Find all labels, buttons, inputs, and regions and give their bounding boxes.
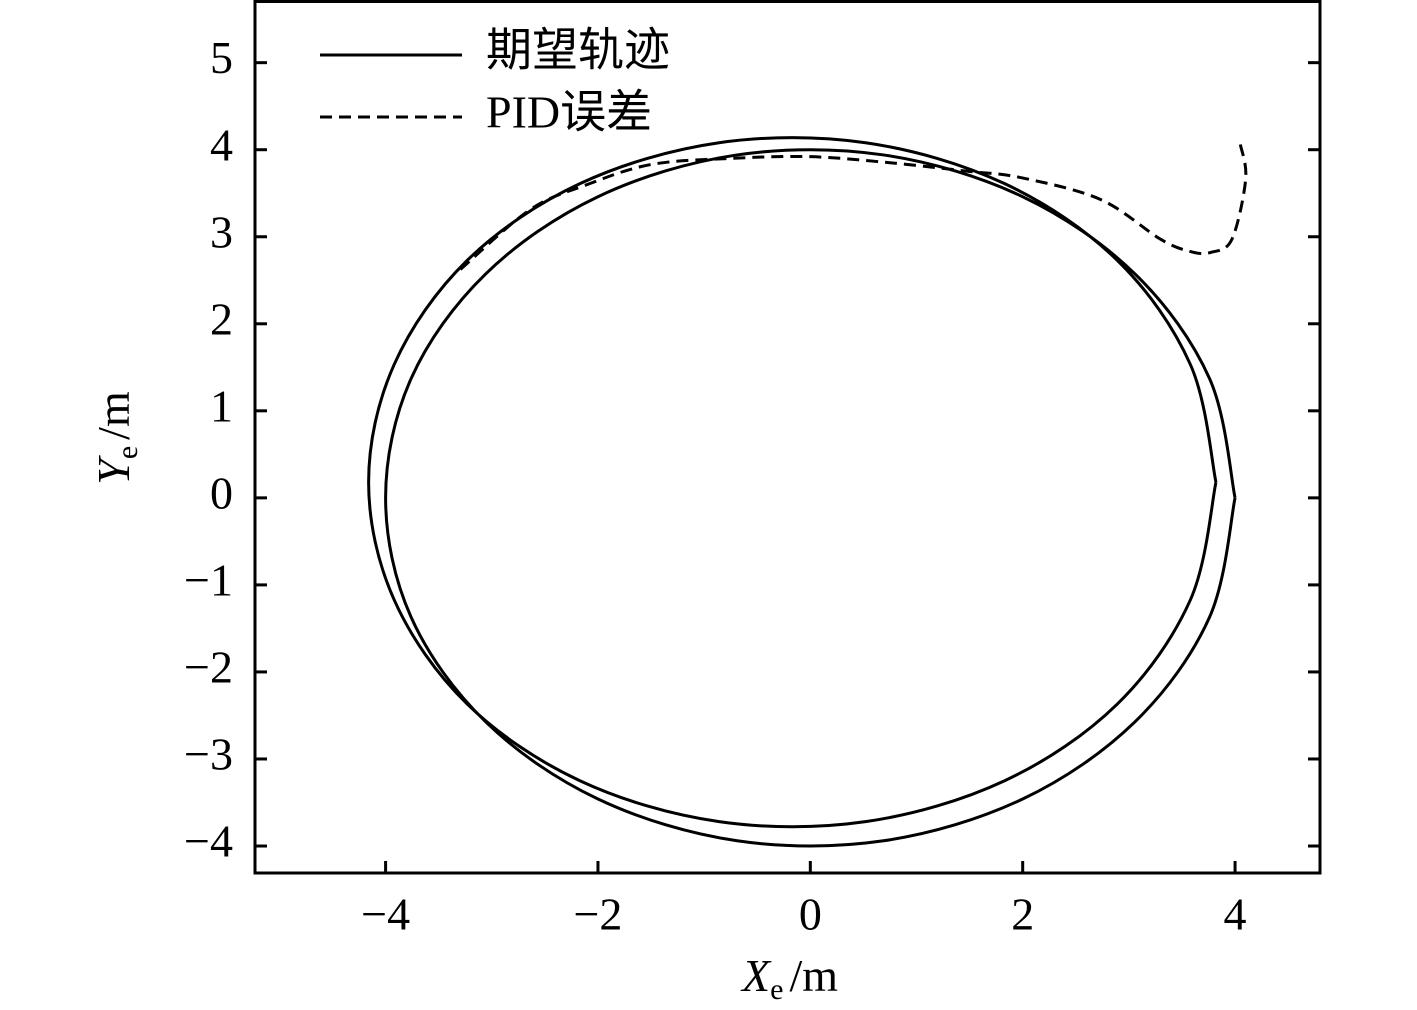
series-line: [367, 136, 1237, 848]
plot-frame: [253, 0, 1322, 875]
x-label-unit: /m: [789, 950, 838, 1001]
x-tick-label: 2: [1011, 889, 1034, 940]
y-tick-label: 1: [210, 380, 233, 431]
x-tick-label: −4: [361, 889, 410, 940]
y-tick-label: 5: [210, 32, 233, 83]
legend-label: PID误差: [486, 87, 652, 138]
x-tick-label: 4: [1224, 889, 1247, 940]
x-axis-label: Xe/m: [740, 950, 838, 1006]
x-label-subscript: e: [770, 973, 783, 1006]
y-tick-label: 0: [210, 467, 233, 518]
y-tick-label: −4: [184, 816, 233, 867]
y-tick-label: −3: [184, 729, 233, 780]
x-tick-label: 0: [799, 889, 822, 940]
y-tick-label: 2: [210, 293, 233, 344]
y-tick-label: 3: [210, 206, 233, 257]
y-label-symbol: Y: [88, 455, 139, 485]
y-axis-label: Ye/m: [88, 391, 144, 485]
y-label-unit: /m: [88, 391, 139, 440]
y-tick-label: −1: [184, 554, 233, 605]
legend-label: 期望轨迹: [486, 25, 670, 76]
y-tick-label: −2: [184, 642, 233, 693]
y-tick-label: 4: [210, 119, 233, 170]
y-label-subscript: e: [111, 446, 144, 459]
series-line: [458, 144, 1248, 271]
x-tick-label: −2: [573, 889, 622, 940]
x-label-symbol: X: [740, 950, 772, 1001]
